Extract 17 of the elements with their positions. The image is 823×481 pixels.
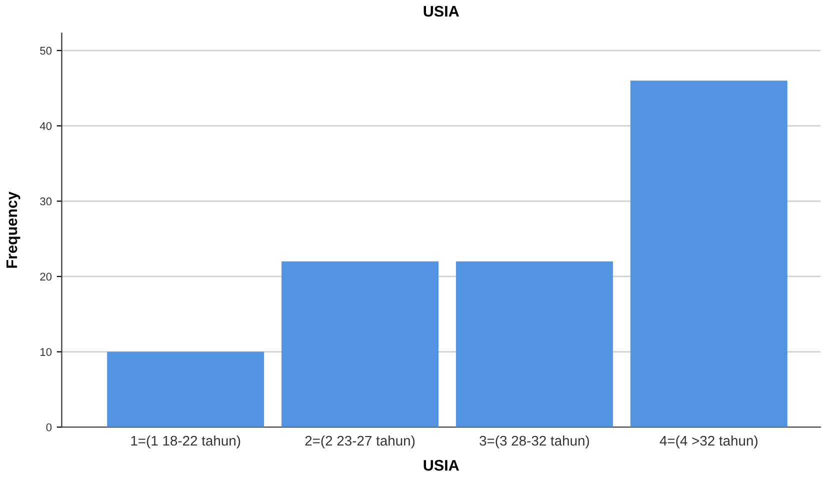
- bar: [630, 80, 788, 428]
- x-axis-title: USIA: [424, 460, 459, 471]
- y-tick-label: 40: [40, 122, 52, 130]
- bar: [456, 261, 613, 428]
- y-tick-label: 50: [40, 46, 52, 55]
- x-tick-label: 2=(2 23-27 tahun): [305, 435, 415, 448]
- y-tick-label: 30: [40, 197, 52, 206]
- y-tick-label: 0: [46, 423, 52, 432]
- y-tick-label: 10: [40, 348, 52, 356]
- y-tick-label: 20: [40, 272, 52, 281]
- x-tick-label: 1=(1 18-22 tahun): [131, 435, 240, 448]
- y-axis-title: Frequency: [6, 192, 20, 268]
- chart-title: USIA: [424, 6, 459, 17]
- bar: [282, 261, 439, 428]
- bar: [107, 352, 264, 428]
- x-tick-label: 4=(4 >32 tahun): [660, 435, 758, 448]
- x-tick-label: 3=(3 28-32 tahun): [480, 435, 589, 448]
